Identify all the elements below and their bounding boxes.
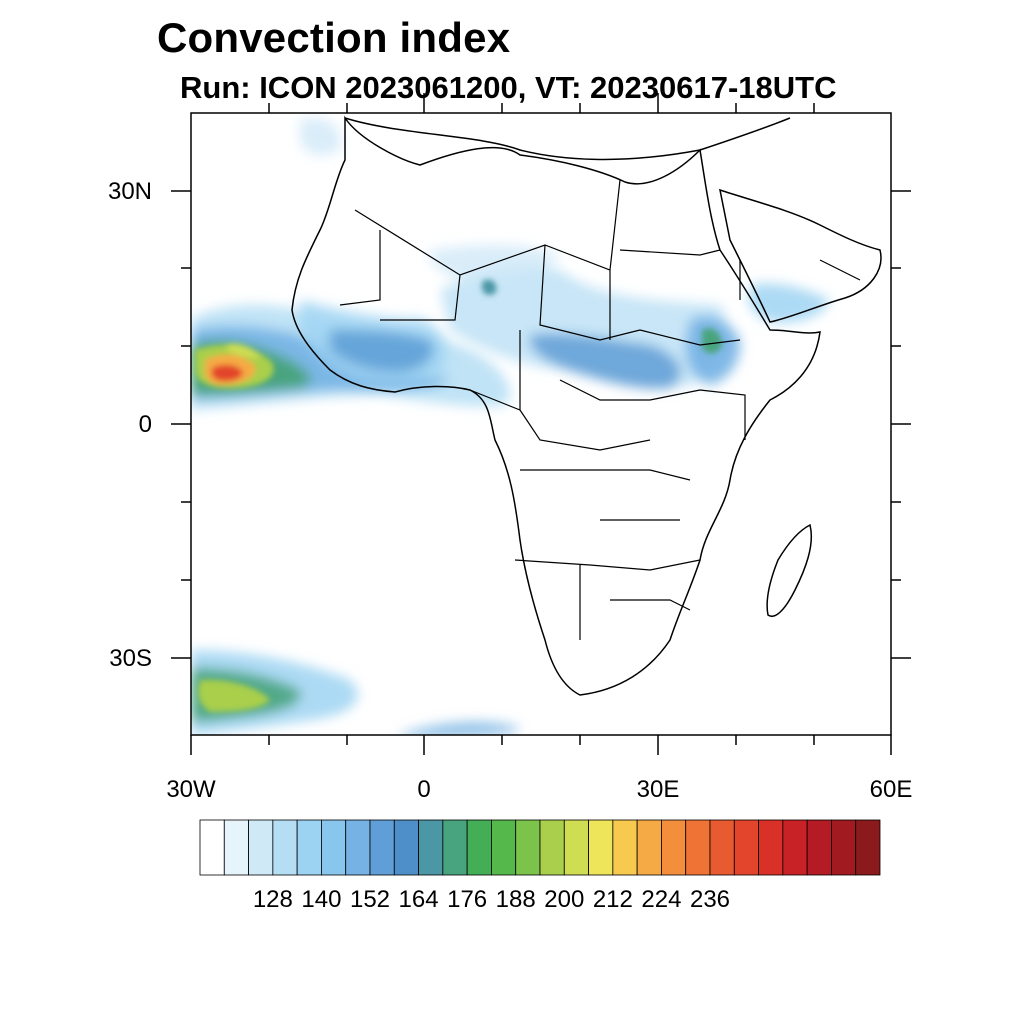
lat-label-30n: 30N: [107, 178, 152, 205]
madagascar-coastline: [766, 523, 813, 617]
lon-label-0: 0: [417, 776, 431, 803]
south-atlantic-core: [198, 679, 270, 712]
axis-ticks: [171, 93, 911, 755]
ethiopia-core: [702, 328, 722, 354]
colorbar-swatch: [272, 819, 298, 876]
chart-subtitle: Run: ICON 2023061200, VT: 20230617-18UTC: [180, 70, 837, 105]
colorbar-swatch: [636, 819, 662, 876]
colorbar-swatch: [418, 819, 444, 876]
colorbar-swatch: [296, 819, 322, 876]
country-borders: [339, 179, 861, 640]
colorbar-swatch: [515, 819, 541, 876]
plot-frame: [190, 112, 892, 736]
colorbar-tick-label: 200: [544, 886, 585, 913]
colorbar-tick-label: 224: [641, 886, 682, 913]
colorbar-swatch: [248, 819, 274, 876]
colorbar-swatch: [466, 819, 492, 876]
coastlines: [291, 115, 882, 696]
colorbar-swatch: [345, 819, 371, 876]
north-wisps: [300, 118, 341, 156]
africa-coastline: [291, 115, 821, 696]
colorbar-swatch: [321, 819, 347, 876]
colorbar-swatch: [369, 819, 395, 876]
colorbar-swatch: [588, 819, 614, 876]
colorbar-swatch: [855, 819, 881, 876]
chart-title: Convection index: [157, 14, 511, 61]
colorbar-swatch: [223, 819, 249, 876]
lon-label-30w: 30W: [166, 776, 216, 803]
colorbar-tick-label: 128: [252, 886, 293, 913]
lat-label-0: 0: [138, 411, 152, 438]
colorbar-swatch: [563, 819, 589, 876]
lon-label-60e: 60E: [869, 776, 913, 803]
colorbar-tick-label: 140: [301, 886, 342, 913]
colorbar-tick-label: 236: [689, 886, 731, 913]
sahel-spot: [482, 279, 497, 295]
colorbar-swatch: [199, 819, 225, 876]
convection-field: [191, 118, 830, 735]
colorbar-swatch: [806, 819, 832, 876]
colorbar-swatch: [709, 819, 735, 876]
yemen-convection: [748, 283, 830, 323]
colorbar-swatch: [393, 819, 419, 876]
colorbar: [199, 819, 881, 876]
colorbar-swatch: [782, 819, 808, 876]
colorbar-tick-label: 152: [349, 886, 391, 913]
colorbar-tick-label: 212: [592, 886, 633, 913]
colorbar-swatch: [661, 819, 687, 876]
itcz-streak: [225, 343, 262, 358]
mediterranean-coast: [344, 117, 791, 161]
colorbar-swatch: [733, 819, 759, 876]
colorbar-swatch: [442, 819, 468, 876]
colorbar-tick-label: 176: [447, 886, 488, 913]
southern-ocean-band: [400, 721, 520, 735]
colorbar-swatch: [685, 819, 711, 876]
colorbar-tick-label: 164: [398, 886, 439, 913]
border-lines: [339, 179, 861, 640]
arabia-coastline: [719, 188, 882, 323]
central-africa-core: [530, 333, 681, 389]
itcz-max: [211, 364, 243, 382]
colorbar-swatch: [539, 819, 565, 876]
lon-label-30e: 30E: [636, 776, 680, 803]
colorbar-swatch: [831, 819, 857, 876]
colorbar-swatch: [491, 819, 517, 876]
west-africa-core: [330, 330, 434, 372]
colorbar-tick-label: 188: [495, 886, 536, 913]
colorbar-swatch: [758, 819, 784, 876]
colorbar-swatch: [612, 819, 638, 876]
lat-label-30s: 30S: [109, 645, 152, 672]
